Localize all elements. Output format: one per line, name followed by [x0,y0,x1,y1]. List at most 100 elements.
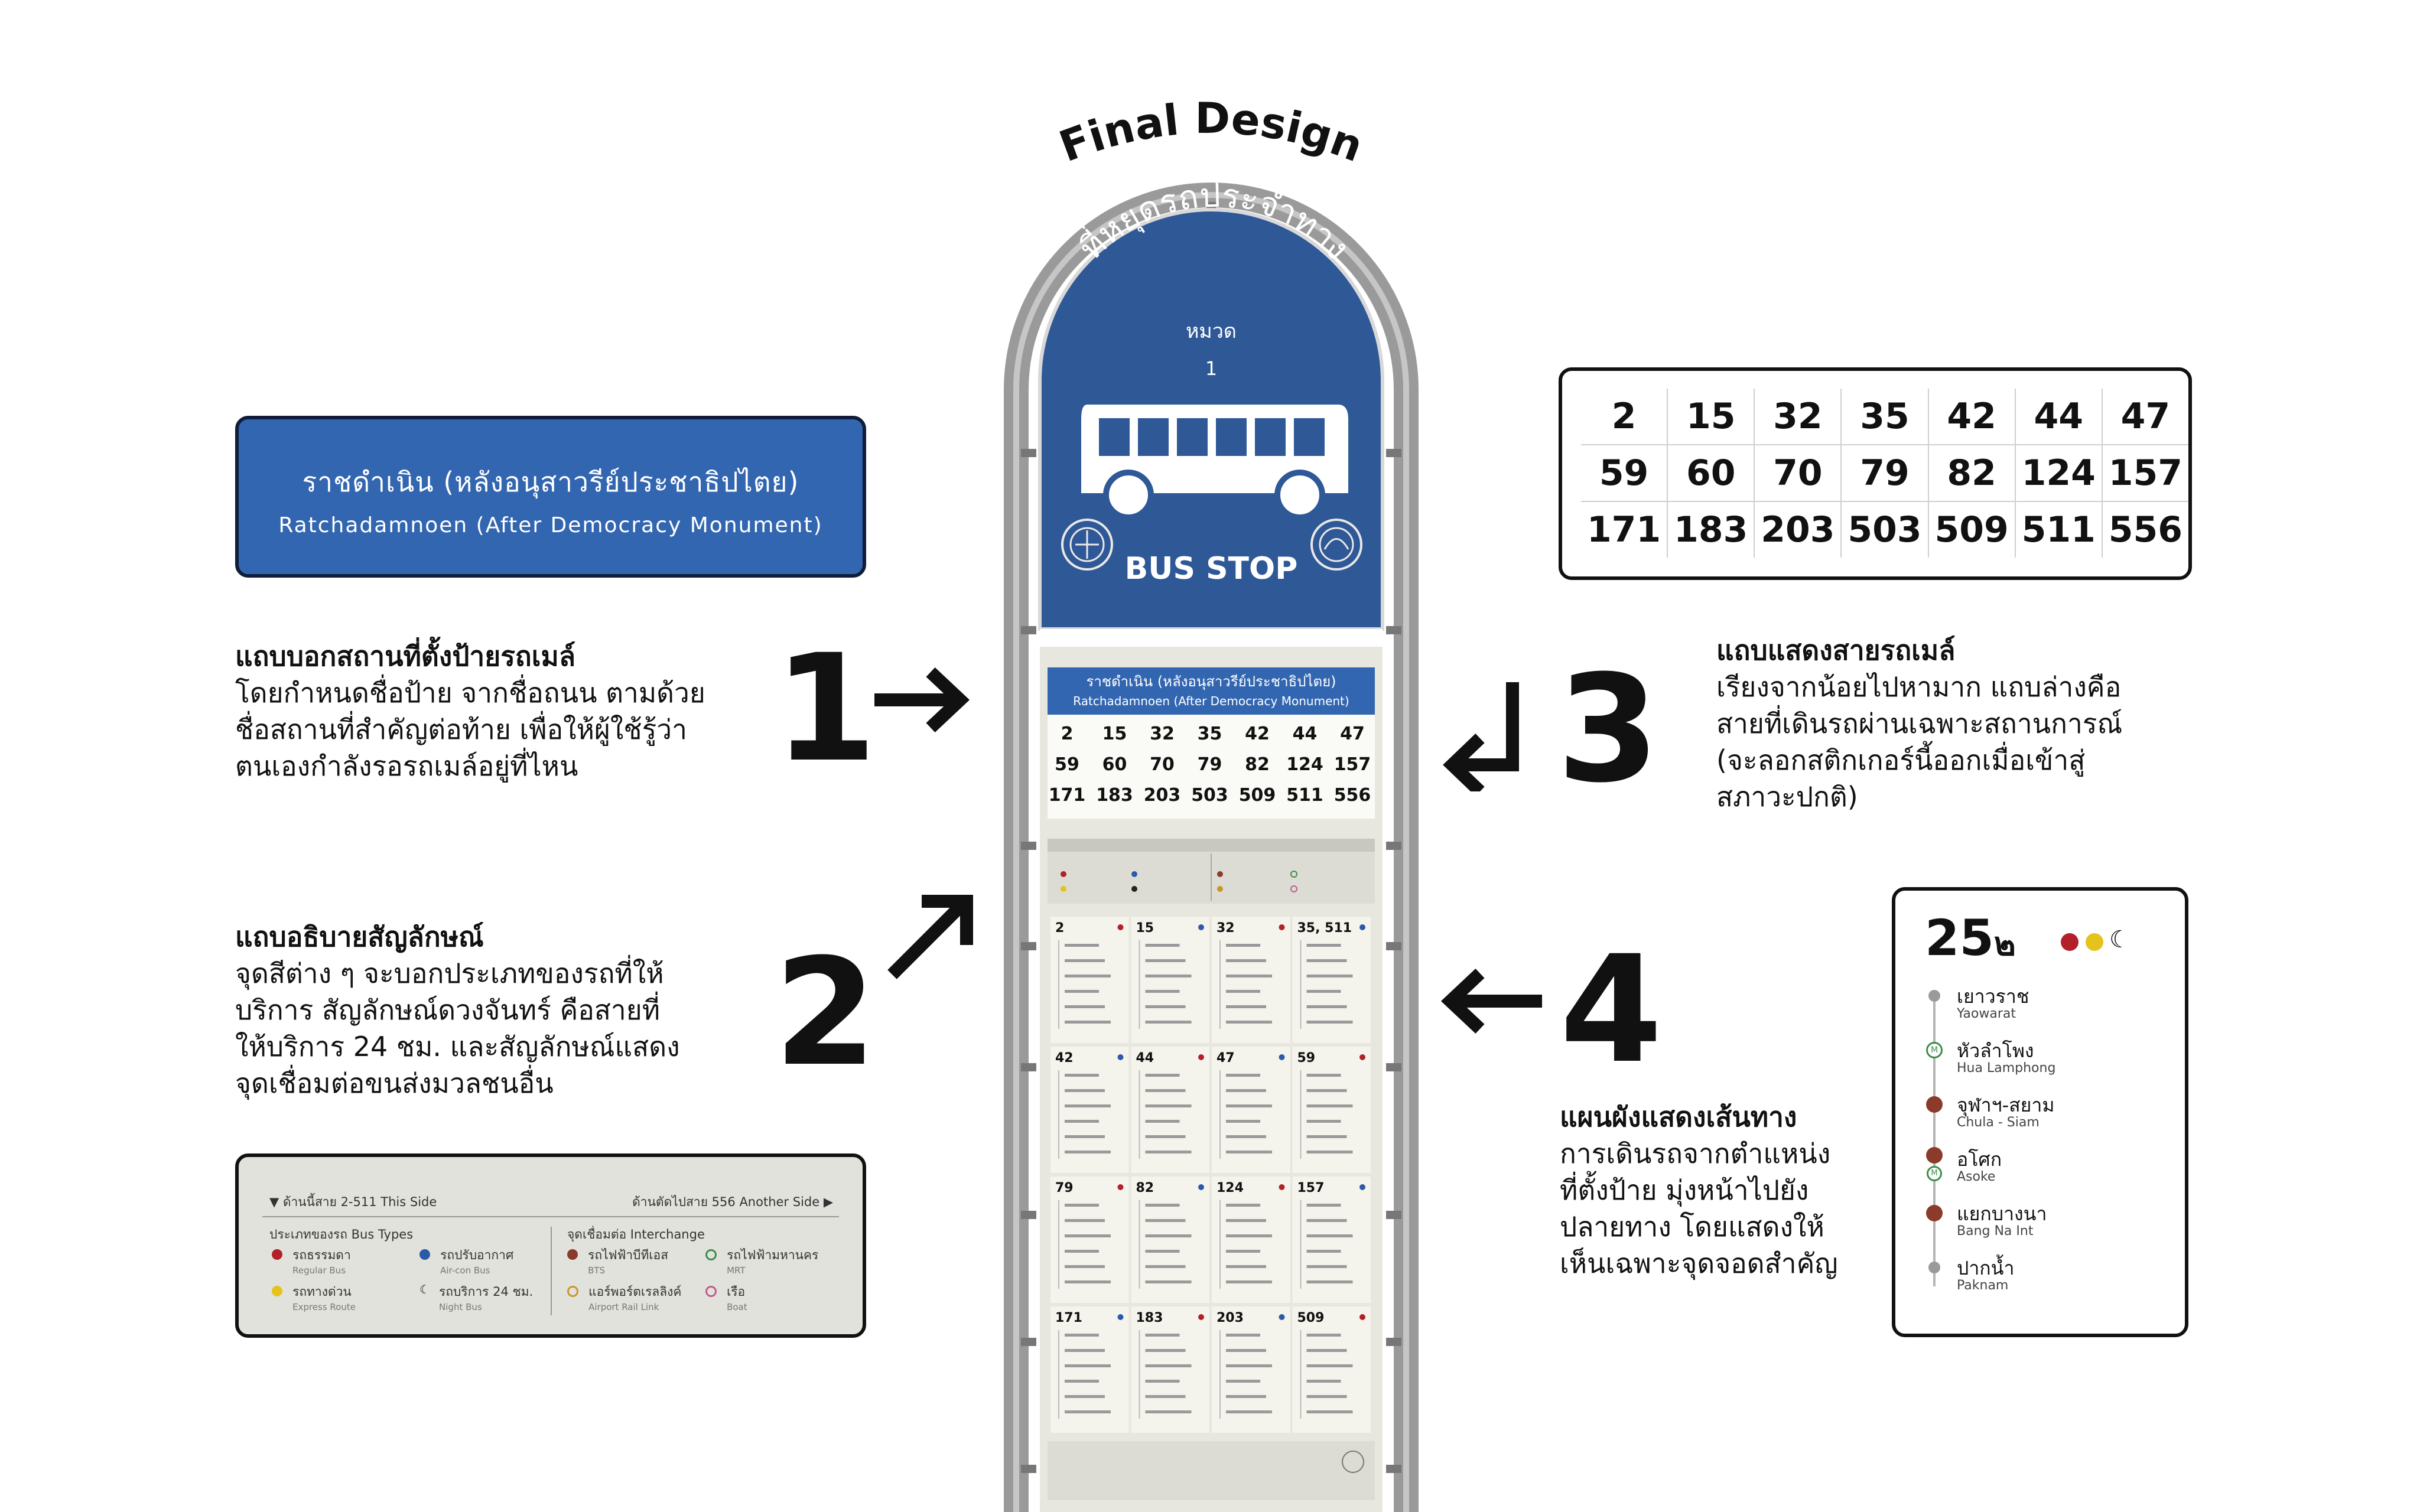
route-cell: 503 [1841,501,1929,558]
legend-item-bts: รถไฟฟ้าบีทีเอส BTS [567,1246,668,1276]
route-card-number: 47 [1216,1051,1235,1065]
route-cell: 79 [1841,445,1929,502]
route-card [1131,917,1209,1043]
footer-seal-icon [1342,1451,1364,1473]
triangle-down-icon: ▼ [269,1195,279,1209]
board-route-number: 203 [1144,785,1181,806]
route-cell: 171 [1581,501,1668,558]
route-card-stop [1065,1074,1099,1077]
route-card-stop [1226,1005,1266,1008]
explanation-4-line: การเดินรถจากตำแหน่ง [1560,1138,1831,1169]
route-card [1292,917,1371,1043]
mrt-icon: M [1927,1166,1942,1181]
route-card-number: 203 [1216,1311,1244,1325]
route-card-stop [1065,1334,1099,1337]
route-card-stop [1306,1074,1341,1077]
route-card-stop [1226,1349,1266,1352]
board-route-number: 15 [1102,724,1127,744]
board-route-number: 157 [1334,754,1371,775]
route-card-stop [1065,1005,1105,1008]
route-card-stop [1226,1089,1266,1092]
interchange-label: จุดเชื่อมต่อ Interchange [567,1227,705,1241]
route-cell: 556 [2108,509,2183,550]
route-card-stop [1145,975,1192,977]
route-card-stop [1065,1151,1111,1153]
route-card-stop [1145,1265,1186,1268]
route-card-number: 171 [1055,1311,1082,1325]
route-card [1050,1047,1129,1173]
route-card-stop [1306,1364,1353,1367]
route-card-type-dot [1198,1314,1204,1320]
route-cell: 70 [1754,445,1842,502]
route-card-stop [1145,1104,1192,1107]
board-footer [1048,1441,1375,1500]
arrow-down-left-icon [1443,682,1519,791]
route-card-stop [1065,1380,1099,1383]
moon-icon: ☾ [419,1282,430,1296]
table-row: 171 183 203 503 509 511 556 [1581,501,2188,558]
route-card-type-dot [1279,924,1285,930]
legend-item-boat: เรือ Boat [705,1282,747,1312]
route-cell: 509 [1928,501,2016,558]
route-card-type-dot [1279,1184,1285,1190]
route-card-number: 509 [1297,1311,1325,1325]
board-route-number: 59 [1055,754,1079,775]
explanation-2-line: ให้บริการ 24 ชม. และสัญลักษณ์แสดง [235,1031,680,1063]
route-card-stop [1065,1364,1111,1367]
route-cell: 157 [2102,445,2188,502]
sign-bus-stop-text: BUS STOP [1125,551,1298,586]
route-card-stop [1065,1204,1099,1207]
board-route-number: 35 [1198,724,1222,744]
callout-number-3: 3 [1557,643,1660,815]
route-card-stop [1145,944,1180,947]
route-cell: 124 [2015,445,2103,502]
route-card [1212,1047,1290,1173]
route-card-stop [1306,1151,1353,1153]
route-map-number: 25๒ [1925,909,2016,967]
board-route-number: 509 [1239,785,1276,806]
route-card-type-dot [1198,924,1204,930]
bma-seal-icon [1061,519,1113,571]
route-card [1212,1177,1290,1303]
explanation-2-line: จุดเชื่อมต่อขนส่งมวลชนอื่น [235,1067,554,1099]
red-dot-icon [2061,933,2079,951]
legend-vertical-divider [551,1227,552,1315]
route-card-number: 82 [1136,1181,1154,1195]
route-card-stop [1226,1120,1260,1123]
board-route-number: 511 [1286,785,1323,806]
route-card-stop [1065,1219,1105,1222]
board-name-thai: ราชดำเนิน (หลังอนุสาวรีย์ประชาธิปไตย) [1086,673,1336,690]
route-card-number: 42 [1055,1051,1074,1065]
route-card-type-dot [1198,1054,1204,1060]
route-card-stop [1145,1380,1180,1383]
bts-icon [1926,1147,1943,1164]
route-card-stop [1306,1120,1341,1123]
moon-icon: ☾ [2109,926,2130,953]
route-card-number: 15 [1136,921,1154,936]
route-card-stop [1306,1395,1347,1398]
route-card-stop [1226,1364,1272,1367]
route-card-stop [1145,1280,1192,1283]
transport-seal-icon [1310,519,1362,571]
route-card-number: 157 [1297,1181,1325,1195]
board-route-cards: 2 15 32 35, 511 42 44 47 59 79 82 124 157 171 183 203 5… [1050,917,1371,1433]
route-card-stop [1226,1074,1260,1077]
blue-dot-icon [419,1249,430,1260]
route-card-stop [1226,975,1272,977]
route-card-stop [1065,1280,1111,1283]
board-route-number: 171 [1049,785,1086,806]
sign-zone-label: หมวด [1186,320,1237,343]
route-card-stop [1145,1204,1180,1207]
route-card-stop [1306,1234,1353,1237]
route-card-stop [1065,1021,1111,1024]
route-card-stop [1306,1410,1353,1413]
name-plate-callout: ราชดำเนิน (หลังอนุสาวรีย์ประชาธิปไตย) Ra… [235,416,866,578]
route-card-stop [1145,1151,1192,1153]
explanation-4: แผนผังแสดงเส้นทาง การเดินรถจากตำแหน่ง ที… [1560,1099,1926,1282]
callout-number-2: 2 [774,927,877,1099]
route-card-stop [1065,1089,1105,1092]
board-route-number: 183 [1096,785,1133,806]
route-card-stop [1306,1334,1341,1337]
route-card-stop [1145,959,1186,962]
route-cell: 59 [1581,445,1668,502]
